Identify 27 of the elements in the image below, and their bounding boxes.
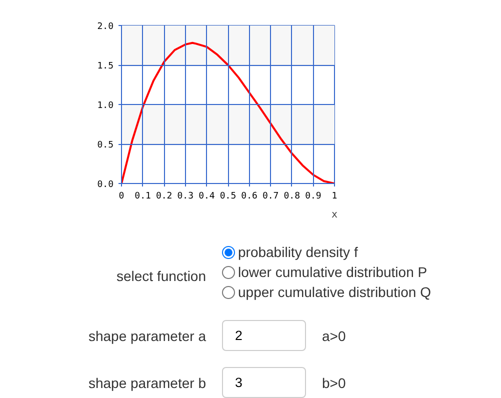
text: probability density f xyxy=(238,244,358,260)
text: 2 xyxy=(222,320,306,352)
text: shape parameter a xyxy=(88,327,206,346)
x-tick-label: 0.6 xyxy=(241,192,258,202)
y-tick-label: 1.0 xyxy=(97,101,114,111)
x-tick-label: 0.2 xyxy=(156,192,172,202)
x-tick-label: 0.7 xyxy=(262,192,279,202)
x-axis-title: x xyxy=(331,210,338,220)
text: lower cumulative distribution P xyxy=(238,264,428,280)
y-tick-label: 0.0 xyxy=(97,180,114,190)
y-tick-label: 2.0 xyxy=(97,22,114,32)
x-tick-label: 0.9 xyxy=(305,192,322,202)
text: select function xyxy=(116,267,206,286)
y-tick-label: 1.5 xyxy=(97,62,114,72)
x-tick-label: 0 xyxy=(118,192,124,202)
text: a>0 xyxy=(322,327,346,346)
text: upper cumulative distribution Q xyxy=(238,284,431,300)
x-tick-label: 0.8 xyxy=(284,192,300,202)
x-tick-label: 0.5 xyxy=(220,192,236,202)
x-tick-label: 0.3 xyxy=(177,192,194,202)
y-tick-label: 0.5 xyxy=(97,140,114,150)
text: shape parameter b xyxy=(88,374,206,394)
x-tick-label: 0.4 xyxy=(198,192,215,202)
text: b>0 xyxy=(322,374,346,394)
x-tick-label: 0.1 xyxy=(134,192,151,202)
text: 3 xyxy=(222,367,306,398)
x-tick-label: 1 xyxy=(332,192,338,202)
